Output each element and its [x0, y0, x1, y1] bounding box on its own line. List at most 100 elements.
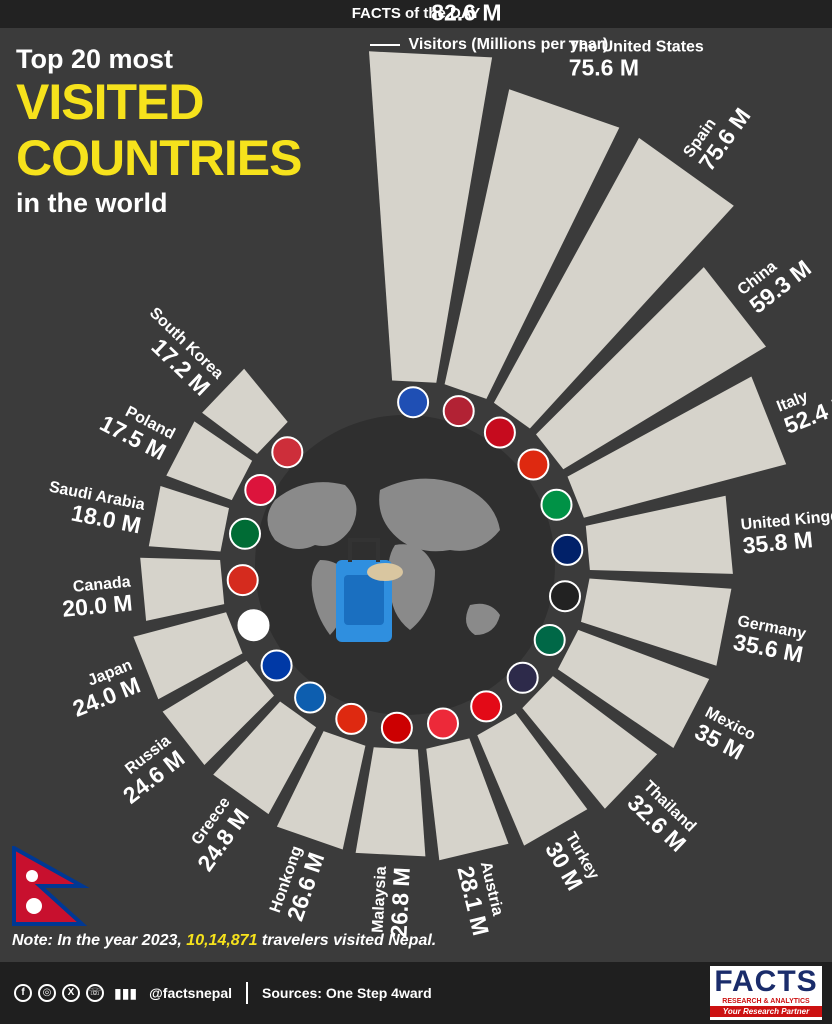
note-highlight: 10,14,871: [186, 932, 258, 949]
country-name: The United States: [569, 39, 704, 56]
x-icon[interactable]: X: [62, 984, 80, 1002]
viber-icon[interactable]: ☏: [86, 984, 104, 1002]
bar-italy: [567, 376, 787, 518]
divider: [246, 982, 249, 1004]
legend-example: Visitors (Millions per year): [362, 36, 608, 54]
bar-united-kingdom: [585, 495, 733, 574]
nepal-note: Note: In the year 2023, 10,14,871 travel…: [12, 932, 436, 950]
bar-malaysia: [355, 747, 426, 857]
suitcase-icon: [336, 538, 403, 642]
flag-honkong-icon: [335, 702, 368, 735]
instagram-icon[interactable]: ◎: [38, 984, 56, 1002]
logo-subtitle: RESEARCH & ANALYTICS: [722, 998, 810, 1005]
flag-canada-icon: [226, 564, 259, 597]
infographic-title: Top 20 most VISITED COUNTRIES in the wor…: [16, 44, 302, 220]
country-value: 20.0 M: [61, 590, 133, 622]
bar-spain: [493, 137, 734, 429]
bar-france: [369, 51, 493, 383]
flag-ring: [226, 386, 584, 744]
bar-greece: [213, 701, 317, 815]
country-name: France: [431, 0, 484, 1]
logo-tagline: Your Research Partner: [710, 1006, 822, 1017]
bar-russia: [162, 660, 274, 765]
title-line-1: Top 20 most: [16, 44, 174, 74]
bar-south-korea: [202, 368, 288, 454]
bar-china: [536, 267, 766, 470]
bar-austria: [426, 738, 509, 861]
facebook-icon[interactable]: f: [14, 984, 32, 1002]
bar-canada: [140, 557, 225, 621]
bar-japan: [133, 612, 243, 700]
bar-saudi-arabia: [148, 486, 229, 552]
flag-austria-icon: [427, 707, 459, 740]
chart-bars: [133, 51, 787, 861]
flag-saudi-arabia-icon: [229, 517, 261, 550]
country-value: 75.6 M: [569, 55, 639, 81]
flag-the-united-states-icon: [442, 395, 475, 428]
facts-logo: FACTS RESEARCH & ANALYTICS Your Research…: [710, 966, 822, 1020]
flag-south-korea-icon: [271, 436, 304, 469]
bar-mexico: [557, 629, 710, 748]
bar-turkey: [477, 713, 588, 846]
nepal-flag-icon: [12, 846, 90, 926]
top-banner: FACTS of the DAY: [0, 0, 832, 28]
flag-germany-icon: [549, 580, 581, 613]
legend-label: Visitors (Millions per year): [408, 36, 609, 53]
bar-the-united-states: [444, 89, 620, 399]
note-suffix: travelers visited Nepal.: [257, 932, 437, 949]
tiktok-icon[interactable]: ▮▮▮: [114, 984, 138, 1001]
title-line-4: in the world: [16, 188, 168, 218]
bar-poland: [166, 421, 253, 501]
flag-spain-icon: [483, 416, 516, 449]
label-france: France82.6 M: [431, 0, 501, 26]
social-handle[interactable]: @factsnepal: [149, 985, 233, 1001]
flag-poland-icon: [244, 474, 277, 506]
sources-text: Sources: One Step 4ward: [262, 985, 432, 1001]
bar-germany: [581, 578, 732, 666]
flag-united-kingdom-icon: [551, 533, 584, 566]
flag-mexico-icon: [533, 624, 566, 656]
country-value: 26.8 M: [385, 867, 415, 939]
flag-turkey-icon: [470, 690, 503, 723]
bar-thailand: [522, 676, 658, 809]
flag-france-icon: [397, 386, 430, 419]
footer: f ◎ X ☏ ▮▮▮ @factsnepal Sources: One Ste…: [0, 962, 832, 1024]
note-prefix: Note: In the year 2023,: [12, 932, 187, 949]
flag-thailand-icon: [506, 661, 539, 694]
country-value: 35.8 M: [742, 526, 814, 558]
social-links: f ◎ X ☏ ▮▮▮ @factsnepal Sources: One Ste…: [14, 982, 432, 1004]
flag-italy-icon: [540, 488, 573, 521]
title-line-3: COUNTRIES: [16, 130, 302, 186]
flag-russia-icon: [260, 649, 293, 682]
country-value: 82.6 M: [431, 0, 501, 26]
bar-honkong: [276, 731, 366, 850]
country-name: Malaysia: [370, 866, 390, 934]
logo-name: FACTS: [714, 965, 818, 998]
country-name: Canada: [72, 574, 131, 596]
flag-china-icon: [517, 448, 550, 481]
flag-japan-icon: [237, 609, 270, 642]
flag-greece-icon: [294, 681, 327, 714]
title-line-2: VISITED: [16, 74, 204, 130]
